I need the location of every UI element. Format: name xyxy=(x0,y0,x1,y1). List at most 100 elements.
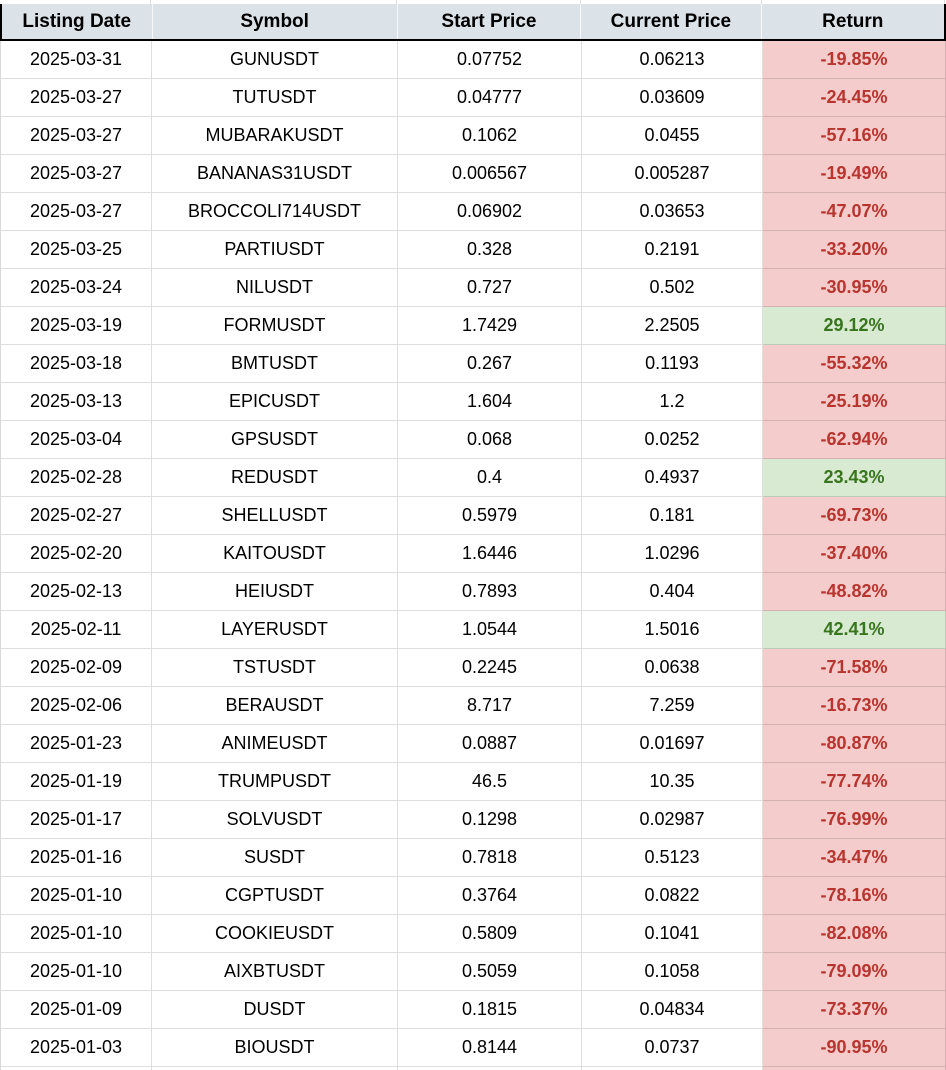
column-header-return[interactable]: Return xyxy=(822,10,884,32)
cell-symbol[interactable]: SHELLUSDT xyxy=(152,497,398,535)
column-header-current-price[interactable]: Current Price xyxy=(581,4,762,39)
cell-return[interactable]: -69.73% xyxy=(763,497,946,535)
cell-return[interactable]: 42.41% xyxy=(763,611,946,649)
cell-start-price[interactable]: 1.6446 xyxy=(398,535,582,573)
cell-symbol[interactable]: BMTUSDT xyxy=(152,345,398,383)
cell-start-price[interactable]: 1.7429 xyxy=(398,307,582,345)
cell-listing-date[interactable]: 2025-03-31 xyxy=(1,41,152,79)
cell-current-price[interactable]: 0.0455 xyxy=(582,117,763,155)
cell-symbol[interactable]: KAITOUSDT xyxy=(152,535,398,573)
cell-symbol[interactable]: PARTIUSDT xyxy=(152,231,398,269)
cell-start-price[interactable]: 0.1062 xyxy=(398,117,582,155)
cell-current-price[interactable]: 0.0252 xyxy=(582,421,763,459)
cell-symbol[interactable]: MUBARAKUSDT xyxy=(152,117,398,155)
cell-listing-date[interactable]: 2025-03-19 xyxy=(1,307,152,345)
cell-start-price[interactable]: 8.717 xyxy=(398,687,582,725)
cell-current-price[interactable]: 0.502 xyxy=(582,269,763,307)
cell-symbol[interactable]: DUSDT xyxy=(152,991,398,1029)
cell-start-price[interactable]: 46.5 xyxy=(398,763,582,801)
cell-current-price[interactable]: 0.06213 xyxy=(582,41,763,79)
cell-current-price[interactable]: 0.4937 xyxy=(582,459,763,497)
cell-current-price[interactable]: 0.0737 xyxy=(582,1029,763,1067)
cell-listing-date[interactable]: 2025-03-13 xyxy=(1,383,152,421)
cell-return[interactable]: -30.95% xyxy=(763,269,946,307)
cell-listing-date[interactable]: 2025-01-09 xyxy=(1,991,152,1029)
cell-start-price[interactable]: 0.4 xyxy=(398,459,582,497)
cell-return[interactable]: -80.87% xyxy=(763,725,946,763)
cell-return[interactable]: -62.94% xyxy=(763,421,946,459)
cell-symbol[interactable]: TSTUSDT xyxy=(152,649,398,687)
cell-start-price[interactable]: 0.3764 xyxy=(398,877,582,915)
cell-return[interactable]: -73.37% xyxy=(763,991,946,1029)
cell-current-price[interactable]: 0.04834 xyxy=(582,991,763,1029)
cell-listing-date[interactable]: 2025-02-09 xyxy=(1,649,152,687)
cell-return[interactable]: -76.99% xyxy=(763,801,946,839)
cell-current-price[interactable]: 0.1041 xyxy=(582,915,763,953)
cell-listing-date[interactable]: 2025-02-20 xyxy=(1,535,152,573)
cell-return[interactable]: -19.49% xyxy=(763,155,946,193)
column-header-listing-date[interactable]: Listing Date xyxy=(2,4,153,39)
cell-return[interactable]: -79.09% xyxy=(763,953,946,991)
cell-start-price[interactable]: 1.604 xyxy=(398,383,582,421)
cell-start-price[interactable]: 0.06902 xyxy=(398,193,582,231)
cell-symbol[interactable]: SOLVUSDT xyxy=(152,801,398,839)
cell-listing-date[interactable]: 2025-01-03 xyxy=(1,1029,152,1067)
cell-current-price[interactable]: 2.2505 xyxy=(582,307,763,345)
cell-start-price[interactable]: 0.328 xyxy=(398,231,582,269)
cell-symbol[interactable]: HEIUSDT xyxy=(152,573,398,611)
cell-symbol[interactable]: ANIMEUSDT xyxy=(152,725,398,763)
cell-symbol[interactable]: GPSUSDT xyxy=(152,421,398,459)
cell-return[interactable]: -77.74% xyxy=(763,763,946,801)
cell-symbol[interactable]: BANANAS31USDT xyxy=(152,155,398,193)
cell-return[interactable]: -57.16% xyxy=(763,117,946,155)
cell-start-price[interactable]: 0.5809 xyxy=(398,915,582,953)
cell-current-price[interactable]: 10.35 xyxy=(582,763,763,801)
cell-listing-date[interactable]: 2025-01-16 xyxy=(1,839,152,877)
cell-symbol[interactable]: AIXBTUSDT xyxy=(152,953,398,991)
cell-start-price[interactable]: 0.2245 xyxy=(398,649,582,687)
cell-return[interactable]: -71.58% xyxy=(763,649,946,687)
cell-start-price[interactable]: 0.727 xyxy=(398,269,582,307)
cell-return[interactable]: -48.82% xyxy=(763,573,946,611)
cell-start-price[interactable]: 0.07752 xyxy=(398,41,582,79)
cell-symbol[interactable]: GUNUSDT xyxy=(152,41,398,79)
cell-start-price[interactable]: 0.7893 xyxy=(398,573,582,611)
cell-symbol[interactable]: BROCCOLI714USDT xyxy=(152,193,398,231)
column-header-symbol[interactable]: Symbol xyxy=(153,4,398,39)
cell-listing-date[interactable]: 2025-01-17 xyxy=(1,801,152,839)
cell-current-price[interactable]: 0.02987 xyxy=(582,801,763,839)
cell-return[interactable]: -33.20% xyxy=(763,231,946,269)
cell-start-price[interactable]: 0.5979 xyxy=(398,497,582,535)
cell-start-price[interactable]: 0.7818 xyxy=(398,839,582,877)
cell-listing-date[interactable]: 2025-03-27 xyxy=(1,79,152,117)
cell-symbol[interactable]: BERAUSDT xyxy=(152,687,398,725)
cell-return[interactable]: 29.12% xyxy=(763,307,946,345)
cell-current-price[interactable]: 1.2 xyxy=(582,383,763,421)
cell-current-price[interactable]: 0.404 xyxy=(582,573,763,611)
cell-current-price[interactable]: 0.005287 xyxy=(582,155,763,193)
cell-start-price[interactable]: 0.006567 xyxy=(398,155,582,193)
cell-current-price[interactable]: 0.03653 xyxy=(582,193,763,231)
cell-symbol[interactable]: NILUSDT xyxy=(152,269,398,307)
cell-current-price[interactable]: 0.181 xyxy=(582,497,763,535)
cell-symbol[interactable]: FORMUSDT xyxy=(152,307,398,345)
cell-current-price[interactable]: 0.0638 xyxy=(582,649,763,687)
cell-start-price[interactable]: 0.068 xyxy=(398,421,582,459)
cell-symbol[interactable]: TRUMPUSDT xyxy=(152,763,398,801)
cell-listing-date[interactable]: 2025-03-27 xyxy=(1,155,152,193)
cell-listing-date[interactable]: 2025-01-23 xyxy=(1,725,152,763)
cell-listing-date[interactable]: 2025-03-27 xyxy=(1,117,152,155)
cell-return[interactable]: -24.45% xyxy=(763,79,946,117)
column-header-start-price[interactable]: Start Price xyxy=(398,4,582,39)
cell-start-price[interactable]: 0.0887 xyxy=(398,725,582,763)
cell-return[interactable]: -16.73% xyxy=(763,687,946,725)
cell-listing-date[interactable]: 2025-02-13 xyxy=(1,573,152,611)
cell-return[interactable]: -25.19% xyxy=(763,383,946,421)
cell-symbol[interactable]: REDUSDT xyxy=(152,459,398,497)
cell-current-price[interactable]: 0.1193 xyxy=(582,345,763,383)
cell-listing-date[interactable]: 2025-02-27 xyxy=(1,497,152,535)
cell-current-price[interactable]: 0.01697 xyxy=(582,725,763,763)
cell-listing-date[interactable]: 2025-01-10 xyxy=(1,953,152,991)
cell-current-price[interactable]: 0.0822 xyxy=(582,877,763,915)
cell-current-price[interactable]: 0.1058 xyxy=(582,953,763,991)
